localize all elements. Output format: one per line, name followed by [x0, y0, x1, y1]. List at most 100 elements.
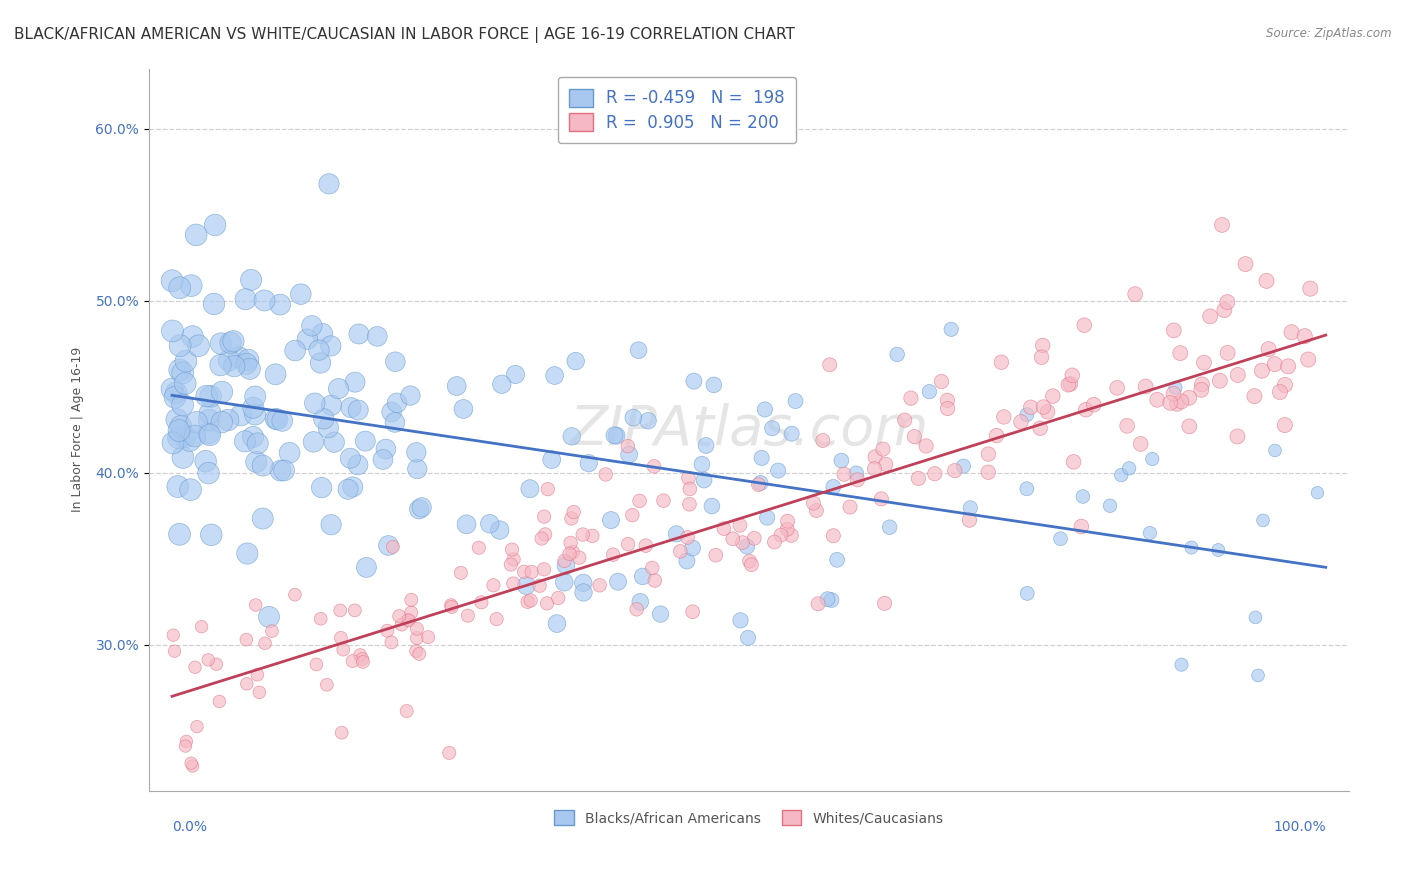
- Point: [209, 358, 232, 372]
- Point: [631, 569, 654, 583]
- Point: [1139, 526, 1161, 541]
- Point: [197, 466, 219, 480]
- Point: [1206, 543, 1229, 558]
- Point: [1073, 318, 1095, 333]
- Point: [1268, 384, 1291, 399]
- Point: [907, 471, 929, 485]
- Point: [301, 318, 323, 333]
- Point: [312, 412, 335, 426]
- Point: [366, 329, 388, 343]
- Point: [169, 281, 191, 295]
- Point: [380, 635, 402, 649]
- Point: [502, 552, 524, 566]
- Point: [217, 413, 239, 427]
- Point: [621, 410, 644, 425]
- Point: [242, 401, 264, 415]
- Point: [478, 516, 501, 531]
- Point: [347, 326, 370, 341]
- Point: [450, 566, 472, 580]
- Point: [607, 574, 630, 589]
- Point: [1163, 323, 1185, 337]
- Point: [1251, 364, 1274, 378]
- Point: [519, 482, 541, 496]
- Point: [163, 644, 186, 658]
- Point: [931, 375, 953, 389]
- Point: [169, 338, 191, 352]
- Point: [650, 607, 672, 621]
- Point: [1062, 368, 1084, 383]
- Point: [915, 439, 938, 453]
- Point: [399, 388, 422, 402]
- Point: [184, 429, 207, 443]
- Point: [830, 453, 852, 467]
- Point: [385, 396, 408, 410]
- Point: [986, 428, 1008, 442]
- Point: [418, 630, 440, 644]
- Text: 0.0%: 0.0%: [172, 820, 207, 834]
- Point: [676, 554, 699, 568]
- Point: [704, 548, 727, 562]
- Point: [273, 463, 295, 477]
- Point: [440, 599, 463, 614]
- Point: [731, 535, 754, 549]
- Point: [846, 473, 869, 487]
- Point: [1063, 455, 1085, 469]
- Point: [200, 528, 222, 542]
- Point: [562, 505, 585, 519]
- Point: [339, 451, 361, 466]
- Point: [391, 617, 413, 632]
- Point: [676, 531, 699, 545]
- Point: [616, 439, 638, 453]
- Point: [401, 592, 423, 607]
- Point: [936, 401, 959, 416]
- Point: [396, 613, 419, 627]
- Point: [1192, 356, 1215, 370]
- Point: [1226, 429, 1249, 443]
- Point: [977, 447, 1000, 461]
- Point: [721, 532, 744, 546]
- Point: [600, 513, 623, 527]
- Point: [208, 694, 231, 708]
- Point: [311, 326, 333, 341]
- Point: [870, 491, 893, 506]
- Point: [505, 368, 527, 382]
- Point: [245, 598, 267, 612]
- Point: [167, 431, 190, 445]
- Point: [738, 554, 761, 568]
- Point: [502, 576, 524, 591]
- Point: [1244, 610, 1267, 624]
- Point: [204, 218, 226, 232]
- Point: [1031, 350, 1053, 364]
- Point: [408, 647, 430, 661]
- Point: [627, 343, 650, 358]
- Point: [264, 412, 287, 426]
- Point: [187, 339, 209, 353]
- Point: [1010, 415, 1032, 429]
- Point: [174, 739, 197, 753]
- Point: [513, 565, 536, 579]
- Point: [1264, 443, 1286, 458]
- Point: [537, 482, 560, 496]
- Point: [162, 436, 184, 450]
- Point: [172, 398, 194, 412]
- Point: [1015, 408, 1038, 422]
- Point: [342, 480, 364, 494]
- Point: [233, 434, 256, 449]
- Point: [641, 561, 664, 575]
- Point: [626, 602, 648, 616]
- Point: [238, 352, 260, 367]
- Point: [1213, 303, 1236, 318]
- Point: [1074, 402, 1097, 417]
- Point: [219, 335, 242, 350]
- Point: [408, 502, 430, 516]
- Point: [406, 622, 429, 636]
- Point: [405, 644, 427, 658]
- Point: [318, 177, 340, 191]
- Point: [990, 355, 1012, 369]
- Point: [162, 324, 184, 338]
- Point: [756, 510, 779, 524]
- Point: [665, 527, 688, 541]
- Point: [222, 334, 245, 349]
- Point: [1168, 346, 1191, 360]
- Point: [209, 336, 232, 351]
